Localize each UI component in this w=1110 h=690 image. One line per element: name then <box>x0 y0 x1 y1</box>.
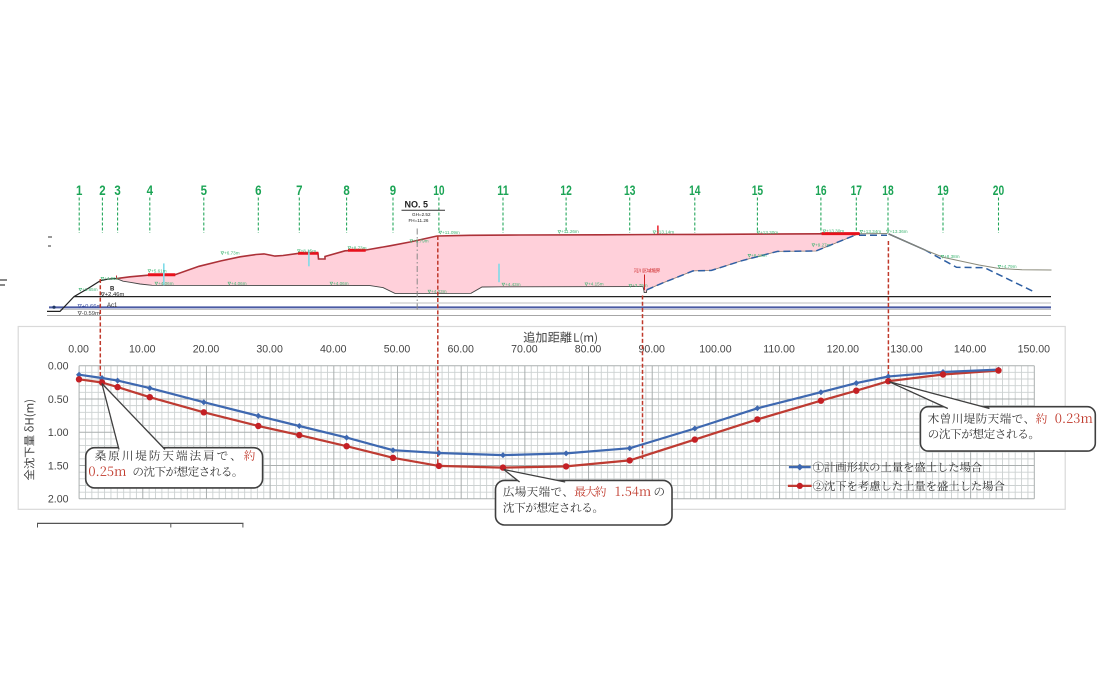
svg-text:+4.96m: +4.96m <box>104 276 120 281</box>
svg-text:+4.06m: +4.06m <box>231 281 247 286</box>
svg-text:80.00: 80.00 <box>575 344 602 356</box>
svg-text:+0.66m: +0.66m <box>82 304 102 310</box>
svg-text:+4.15m: +4.15m <box>588 282 604 287</box>
svg-text:150.00: 150.00 <box>1018 344 1051 356</box>
svg-text:+13.36m: +13.36m <box>890 229 908 234</box>
svg-text:110.00: 110.00 <box>763 344 795 356</box>
svg-text:+8.73m: +8.73m <box>351 245 367 250</box>
svg-text:0.00: 0.00 <box>68 344 89 356</box>
svg-text:FH=11.26: FH=11.26 <box>409 218 429 223</box>
svg-text:0.00: 0.00 <box>48 361 69 373</box>
svg-text:15: 15 <box>752 182 764 198</box>
svg-text:5: 5 <box>201 182 208 198</box>
svg-text:7: 7 <box>296 182 303 198</box>
svg-text:+4.79m: +4.79m <box>1001 264 1017 269</box>
svg-text:NO. 5: NO. 5 <box>405 200 429 210</box>
svg-text:+6.73m: +6.73m <box>224 251 240 256</box>
svg-text:20.00: 20.00 <box>193 344 220 356</box>
svg-text:70.00: 70.00 <box>511 344 538 356</box>
svg-text:16: 16 <box>815 182 827 198</box>
svg-text:1: 1 <box>76 182 83 198</box>
svg-text:3: 3 <box>114 182 121 198</box>
svg-text:+1.65m: +1.65m <box>82 287 98 292</box>
svg-text:60.00: 60.00 <box>447 344 474 356</box>
svg-text:19: 19 <box>937 182 949 198</box>
svg-text:90.00: 90.00 <box>638 344 665 356</box>
svg-text:B: B <box>110 287 115 293</box>
svg-text:40.00: 40.00 <box>320 344 347 356</box>
svg-text:+13.34m: +13.34m <box>863 229 881 234</box>
svg-text:+8.38m: +8.38m <box>944 254 960 259</box>
svg-text:+6.12m: +6.12m <box>751 253 767 258</box>
svg-text:+4.06m: +4.06m <box>333 281 349 286</box>
svg-text:+11.26m: +11.26m <box>561 229 579 234</box>
svg-text:+13.14m: +13.14m <box>656 230 674 235</box>
svg-text:+13.30m: +13.30m <box>760 230 778 235</box>
svg-text:1.00: 1.00 <box>48 427 69 439</box>
svg-text:130.00: 130.00 <box>890 344 923 356</box>
svg-text:1.50: 1.50 <box>48 460 69 472</box>
svg-text:9: 9 <box>390 182 397 198</box>
svg-text:18: 18 <box>882 182 894 198</box>
svg-text:50.00: 50.00 <box>384 344 411 356</box>
svg-text:12: 12 <box>560 182 572 198</box>
svg-text:4: 4 <box>147 182 154 198</box>
svg-text:140.00: 140.00 <box>954 344 987 356</box>
svg-text:14: 14 <box>689 182 701 198</box>
svg-text:+9.79m: +9.79m <box>413 239 429 244</box>
svg-text:+5.61m: +5.61m <box>151 268 167 273</box>
svg-text:+4.43m: +4.43m <box>505 282 521 287</box>
svg-text:13: 13 <box>624 182 636 198</box>
svg-text:+11.09m: +11.09m <box>442 230 460 235</box>
svg-text:11: 11 <box>497 182 509 198</box>
svg-text:2.00: 2.00 <box>48 494 69 506</box>
svg-text:+3.79m: +3.79m <box>632 283 648 288</box>
svg-text:0.50: 0.50 <box>48 394 69 406</box>
svg-text:+4.03m: +4.03m <box>431 289 447 294</box>
svg-text:+2.46m: +2.46m <box>105 292 125 298</box>
svg-text:+9.27m: +9.27m <box>815 243 831 248</box>
svg-text:6: 6 <box>255 182 262 198</box>
svg-text:10: 10 <box>433 182 445 198</box>
svg-text:30.00: 30.00 <box>256 344 283 356</box>
svg-text:8: 8 <box>343 182 350 198</box>
svg-text:-0.59m: -0.59m <box>82 311 100 317</box>
svg-text:100.00: 100.00 <box>699 344 732 356</box>
svg-text:Ac1: Ac1 <box>107 303 118 309</box>
svg-text:+8.15m: +8.15m <box>301 248 317 253</box>
svg-text:+13.30m: +13.30m <box>826 229 844 234</box>
svg-text:17: 17 <box>851 182 863 198</box>
svg-text:10.00: 10.00 <box>129 344 156 356</box>
svg-text:GH=2.52: GH=2.52 <box>412 212 431 217</box>
svg-text:20: 20 <box>993 182 1005 198</box>
svg-text:120.00: 120.00 <box>827 344 860 356</box>
svg-text:+4.06m: +4.06m <box>158 281 174 286</box>
svg-text:2: 2 <box>99 182 106 198</box>
